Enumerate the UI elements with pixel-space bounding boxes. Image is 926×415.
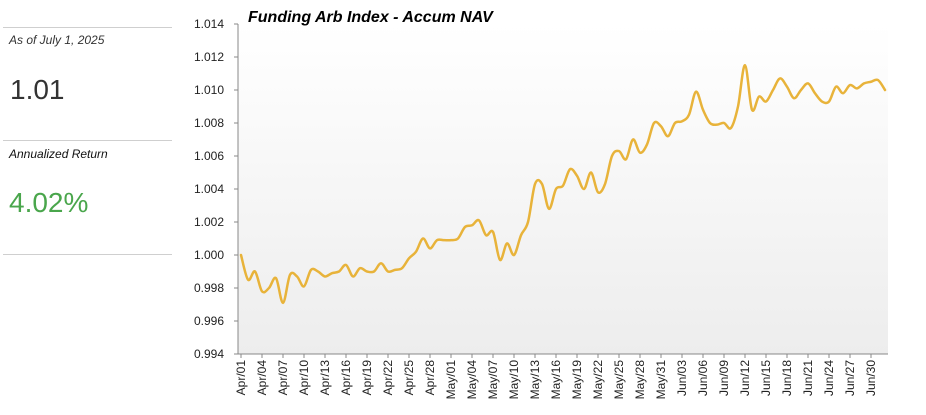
- x-tick-label: May/13: [528, 360, 542, 400]
- x-tick-label: May/16: [549, 360, 563, 400]
- x-tick-label: May/01: [444, 360, 458, 400]
- nav-chart: Funding Arb Index - Accum NAV 1.014 1.012…: [194, 9, 888, 400]
- x-tick-label: Apr/25: [402, 360, 416, 396]
- x-tick-label: May/19: [570, 360, 584, 400]
- x-tick-label: Apr/04: [255, 360, 269, 396]
- divider: [3, 140, 172, 141]
- x-tick-label: May/04: [465, 360, 479, 400]
- annualized-return-label: Annualized Return: [9, 147, 108, 161]
- y-axis: 1.014 1.012 1.010 1.008 1.006 1.004 1.002 1.000…: [194, 17, 239, 361]
- summary-panel: As of July 1, 2025 1.01 Annualized Retur…: [0, 0, 176, 415]
- divider: [3, 254, 172, 255]
- x-tick-label: Apr/13: [318, 360, 332, 396]
- x-tick-label: Apr/10: [297, 360, 311, 396]
- y-tick-label: 1.008: [194, 116, 224, 130]
- x-tick-label: Jun/12: [738, 360, 752, 396]
- x-tick-label: Apr/28: [423, 360, 437, 396]
- y-tick-label: 0.996: [194, 314, 224, 328]
- plot-area: [238, 24, 888, 354]
- divider: [3, 27, 172, 28]
- nav-value: 1.01: [10, 74, 65, 105]
- x-tick-label: Jun/24: [822, 360, 836, 396]
- chart-title: Funding Arb Index - Accum NAV: [248, 9, 494, 26]
- x-tick-label: May/28: [633, 360, 647, 400]
- y-tick-label: 1.000: [194, 248, 224, 262]
- x-tick-label: Jun/15: [759, 360, 773, 396]
- y-tick-label: 0.994: [194, 347, 224, 361]
- x-tick-label: May/10: [507, 360, 521, 400]
- x-tick-label: Apr/22: [381, 360, 395, 396]
- x-tick-label: Jun/30: [864, 360, 878, 396]
- x-tick-label: May/07: [486, 360, 500, 400]
- x-tick-label: Jun/27: [843, 360, 857, 396]
- y-tick-label: 1.004: [194, 182, 224, 196]
- x-tick-label: May/22: [591, 360, 605, 400]
- x-tick-label: Jun/09: [717, 360, 731, 396]
- x-tick-label: Apr/07: [276, 360, 290, 396]
- series-layer: [239, 63, 887, 305]
- y-tick-label: 1.002: [194, 215, 224, 229]
- y-tick-label: 1.014: [194, 17, 224, 31]
- x-tick-label: Apr/19: [360, 360, 374, 396]
- x-tick-label: May/25: [612, 360, 626, 400]
- x-tick-label: May/31: [654, 360, 668, 400]
- x-tick-label: Jun/18: [780, 360, 794, 396]
- x-tick-label: Apr/01: [234, 360, 248, 396]
- x-axis: Apr/01 Apr/04 Apr/07 Apr/10 Apr/13 Apr/16 Apr/…: [234, 353, 888, 400]
- annualized-return-value: 4.02%: [9, 187, 89, 218]
- y-tick-label: 1.006: [194, 149, 224, 163]
- x-tick-label: Jun/21: [801, 360, 815, 396]
- x-tick-label: Jun/03: [675, 360, 689, 396]
- x-tick-label: Apr/16: [339, 360, 353, 396]
- y-tick-label: 0.998: [194, 281, 224, 295]
- as-of-date: As of July 1, 2025: [9, 33, 105, 47]
- x-tick-label: Jun/06: [696, 360, 710, 396]
- y-tick-label: 1.012: [194, 50, 224, 64]
- y-tick-label: 1.010: [194, 83, 224, 97]
